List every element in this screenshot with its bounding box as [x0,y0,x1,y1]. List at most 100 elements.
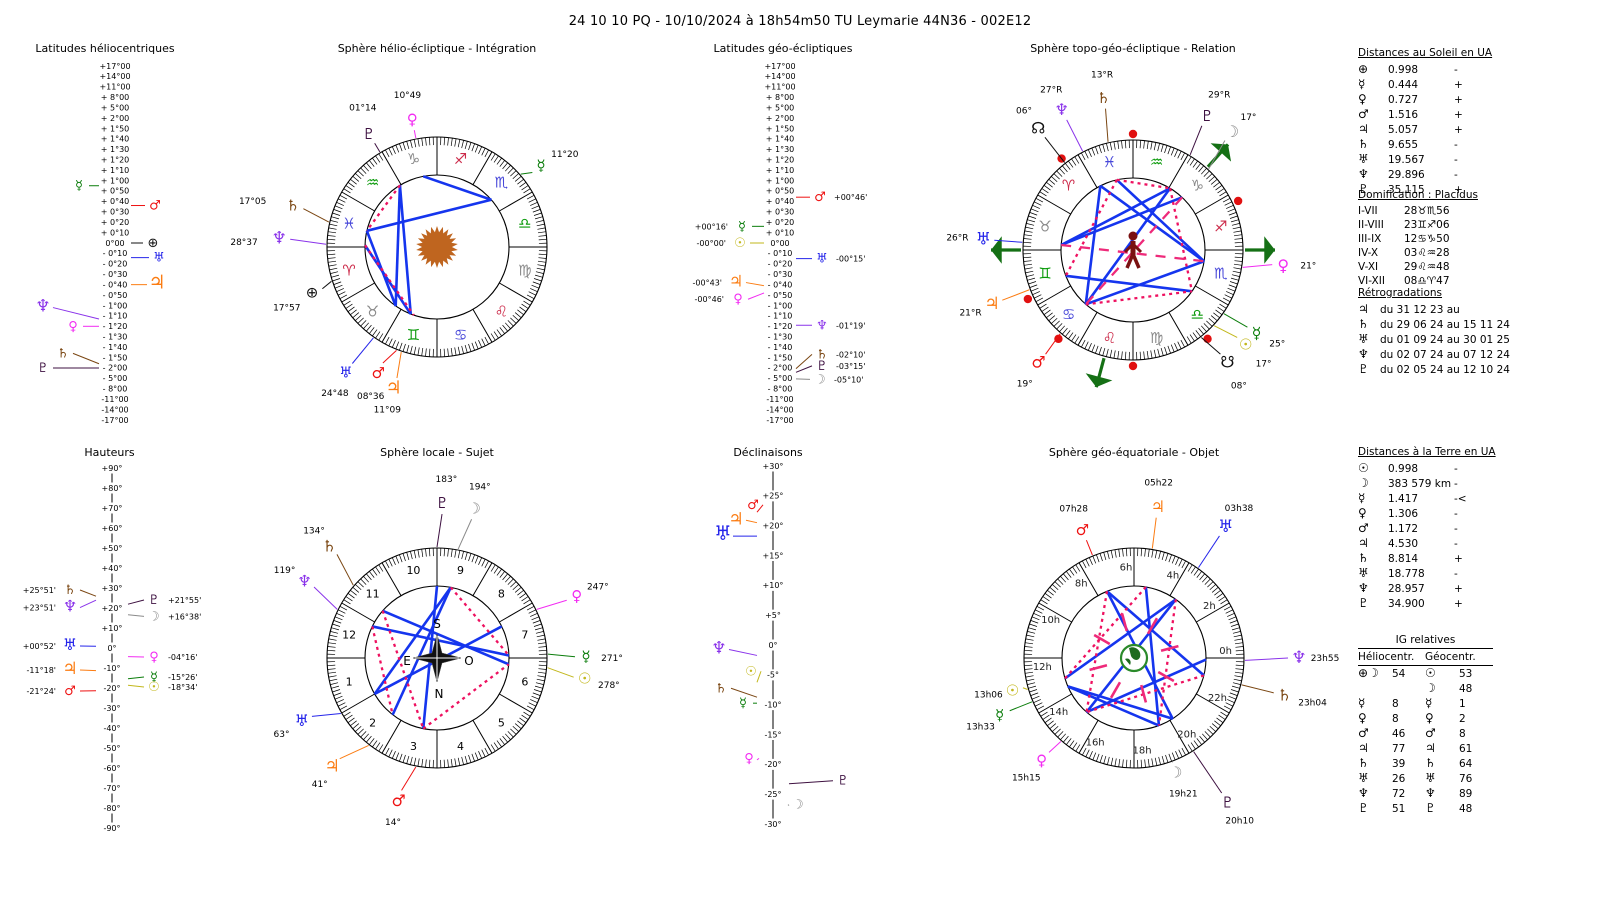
table-cell: ♅ [1358,566,1369,580]
wheel-sector-lines [1024,548,1244,768]
table-cell: - [1454,154,1458,166]
marker-value-sun: -00°00' [697,239,726,248]
svg-text:+ 1°30: + 1°30 [101,145,130,154]
planet-glyph-earth: ⊕ [148,236,159,251]
wheel-ticks [327,548,547,768]
wheel-sphere-locale: 1 2 3 4 5 6 7 8 9 10 11 12 S O N E ♇ 183° ☽ 194° ♄ 134° ♆ 119° ♅… [227,456,647,864]
planet-value-neptune: 27°R [1040,86,1062,96]
table-cell: ♇ [1358,801,1369,815]
table-cell: ♅ [1425,771,1436,785]
planet-glyph-sun: ☉ [1239,335,1252,353]
planet-jupiter: ♃ 11°09 [374,351,402,416]
table-cell: ♇ [1358,362,1369,376]
table-cell: ☿ [1358,77,1366,91]
svg-text:+ 8°00: + 8°00 [101,93,130,102]
planet-glyph-sun: ☉ [578,670,591,688]
svg-text:+50°: +50° [102,544,123,553]
planet-glyph-mars: ♂ [1076,521,1089,539]
scale-marker-sun: ☉ -00°00' [697,236,764,251]
sign-aries: ♈ [342,262,355,280]
hour-20h: 20h [1177,729,1196,740]
planet-glyph-saturn: ♄ [322,537,336,556]
wheel-svg-local: 123 456789101112SONE♇183°☽194°♄134°♆119°♅… [274,475,623,828]
planet-glyph-pluto: ♇ [816,359,828,374]
svg-text:-80°: -80° [103,804,120,813]
table-row: ♀ 1.306 - [1358,506,1548,521]
table-cell: ☉ [1425,666,1436,680]
scale-marker-mars: ♂ [747,498,764,513]
planet-sun: ☉ 278° [547,667,620,691]
hour-8h: 8h [1075,579,1088,590]
planet-pluto: ♇ 01°14 [349,103,381,153]
sign-gemini: ♊ [1038,265,1051,283]
table-cell: 1.516 [1388,109,1419,121]
svg-text:0°00: 0°00 [105,239,124,248]
planet-value-mercury: 13h33 [966,722,995,732]
planet-value-uranus: 03h38 [1225,504,1254,514]
planet-glyph-uranus: ♅ [976,230,991,250]
marker-value-pluto: +21°55' [168,596,201,605]
table-row: ♅ 19.567 - [1358,152,1548,167]
planet-glyph-uranus: ♅ [339,363,352,381]
planet-value-venus: 247° [587,582,609,592]
planet-glyph-node_s: ☋ [1220,353,1234,372]
table-cell: + [1454,583,1463,595]
svg-text:- 1°00: - 1°00 [768,301,793,310]
wheel-center-sun [416,226,458,268]
svg-text:+30°: +30° [763,462,784,471]
table-cell: ♇ [1358,596,1369,610]
hour-16h: 16h [1086,737,1105,748]
table-cell: - [1454,169,1458,181]
scale-marker-venus: ♀ -04°16' [127,650,197,665]
planet-saturn: ♄ 23h04 [1241,684,1327,709]
house-3: 3 [410,740,417,753]
scale-marker-pluto: ♇ -03°15' [795,359,865,374]
house-4: 4 [457,740,464,753]
table-cell: 35.115 [1388,184,1425,196]
planet-uranus: ♅ 24°48 [321,337,374,399]
table-row: ♀ 0.727 + [1358,92,1548,107]
svg-text:-60°: -60° [103,764,120,773]
planet-value-pluto: 183° [436,475,458,485]
scale-marker-uranus: ♅ [131,251,165,266]
marker-value-jupiter: -11°18' [27,666,56,675]
table-cell: - [1454,463,1458,475]
planet-value-earth: 17°57 [273,304,300,314]
svg-text:+ 0°10: + 0°10 [101,228,130,237]
svg-text:- 0°40: - 0°40 [103,280,128,289]
planet-neptune: ♆ 27°R [1040,86,1084,152]
wheel-sector-labels: ♈ ♉ ♊ ♋ ♌ ♍ ♎ ♏ ♐ ♑ ♒ ♓ [1038,153,1228,347]
marker-value-neptune: +23°51' [23,604,56,613]
svg-text:+14°00: +14°00 [764,72,795,81]
table-cell: ♀ [1358,506,1367,520]
scale-marker-pluto: ♇ [788,774,849,789]
sign-leo: ♌ [1103,329,1116,347]
wheel-ticks [1024,548,1244,768]
svg-text:+ 1°50: + 1°50 [101,124,130,133]
table-row: VI-XII 08♎♈47 [1358,274,1548,288]
wheel-sector-lines [1023,140,1243,360]
scale-marker-jupiter: ♃ [728,509,758,529]
planet-glyph-uranus: ♅ [153,251,165,266]
wheel-center-earth [1119,643,1149,673]
planet-value-saturn: 23h04 [1298,699,1327,709]
marker-value-saturn: +25°51' [23,586,56,595]
planet-value-moon: 194° [469,482,491,492]
wheel-title-local: Sphère locale - Sujet [380,446,494,459]
table-cell: 19.567 [1388,154,1425,166]
table-cell: 23♊♐06 [1404,219,1450,231]
scale-marker-neptune: ♆ +23°51' [23,597,97,616]
table-cell: 48 [1459,803,1473,815]
table-row: ♄ du 29 06 24 au 15 11 24 [1358,317,1548,332]
table-header: IG relatives [1358,633,1493,649]
planet-glyph-pluto: ♇ [1200,107,1213,125]
wheel-topo-geo-ecliptique: ♈ ♉ ♊ ♋ ♌ ♍ ♎ ♏ ♐ ♑ ♒ ♓ ♄ 13°R ♆ 27°R ☊ 06° ♇ 29°R ☽ 17° ♅ 26°R… [923,48,1343,456]
scale-marker-moon: ☽ -05°10' [795,372,863,387]
planet-value-sun: 13h06 [974,690,1003,700]
planet-glyph-mars: ♂ [149,199,161,214]
planet-mercury: ☿ 25° [1223,313,1285,350]
svg-text:+ 0°30: + 0°30 [101,208,130,217]
svg-text:-20°: -20° [103,684,120,693]
svg-text:- 0°20: - 0°20 [103,260,128,269]
planet-value-pluto: 20h10 [1225,817,1254,827]
